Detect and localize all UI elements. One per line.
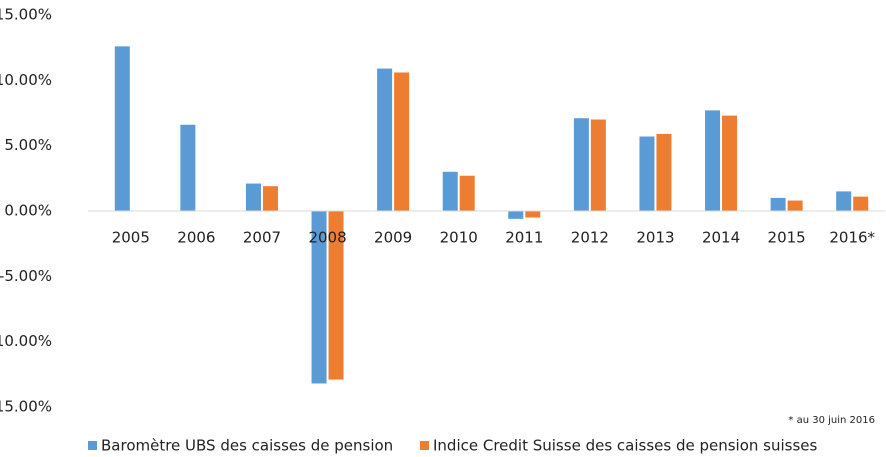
bar <box>770 197 786 211</box>
y-tick-label: 0.00% <box>4 202 52 220</box>
bar <box>508 211 524 219</box>
bar <box>394 72 410 211</box>
x-tick-label: 2016* <box>829 229 875 247</box>
bar <box>459 175 475 211</box>
x-tick-label: 2015 <box>768 229 806 247</box>
bar <box>639 136 655 211</box>
y-tick-label: -15.00% <box>0 398 52 416</box>
bar <box>245 183 261 211</box>
legend-label: Baromètre UBS des caisses de pension <box>101 437 393 455</box>
bar <box>114 46 130 211</box>
x-tick-label: 2005 <box>112 229 150 247</box>
bar <box>656 133 672 211</box>
legend-swatch <box>420 441 429 450</box>
bar <box>573 118 589 211</box>
bar <box>311 211 327 384</box>
bar <box>705 110 721 211</box>
x-tick-label: 2009 <box>374 229 412 247</box>
bar <box>328 211 344 380</box>
y-tick-label: 5.00% <box>4 136 52 154</box>
bar <box>853 196 869 211</box>
x-tick-label: 2014 <box>702 229 740 247</box>
x-tick-label: 2008 <box>308 229 346 247</box>
bar <box>722 115 738 211</box>
y-tick-label: 15.00% <box>0 6 52 24</box>
annotation: * au 30 juin 2016 <box>788 415 875 426</box>
bar <box>836 191 852 211</box>
x-tick-label: 2010 <box>440 229 478 247</box>
bar <box>525 211 541 218</box>
bar <box>590 119 606 211</box>
x-tick-label: 2011 <box>505 229 543 247</box>
bar <box>442 171 458 211</box>
bar <box>262 186 278 211</box>
x-tick-label: 2007 <box>243 229 281 247</box>
bar <box>377 68 393 211</box>
y-tick-label: -10.00% <box>0 332 52 350</box>
x-tick-label: 2012 <box>571 229 609 247</box>
y-tick-label: -5.00% <box>0 267 52 285</box>
x-tick-label: 2013 <box>636 229 674 247</box>
x-tick-label: 2006 <box>177 229 215 247</box>
bar <box>180 124 196 211</box>
bar <box>787 200 803 211</box>
legend-swatch <box>88 441 97 450</box>
legend-label: Indice Credit Suisse des caisses de pens… <box>433 437 818 455</box>
y-tick-label: 10.00% <box>0 71 52 89</box>
